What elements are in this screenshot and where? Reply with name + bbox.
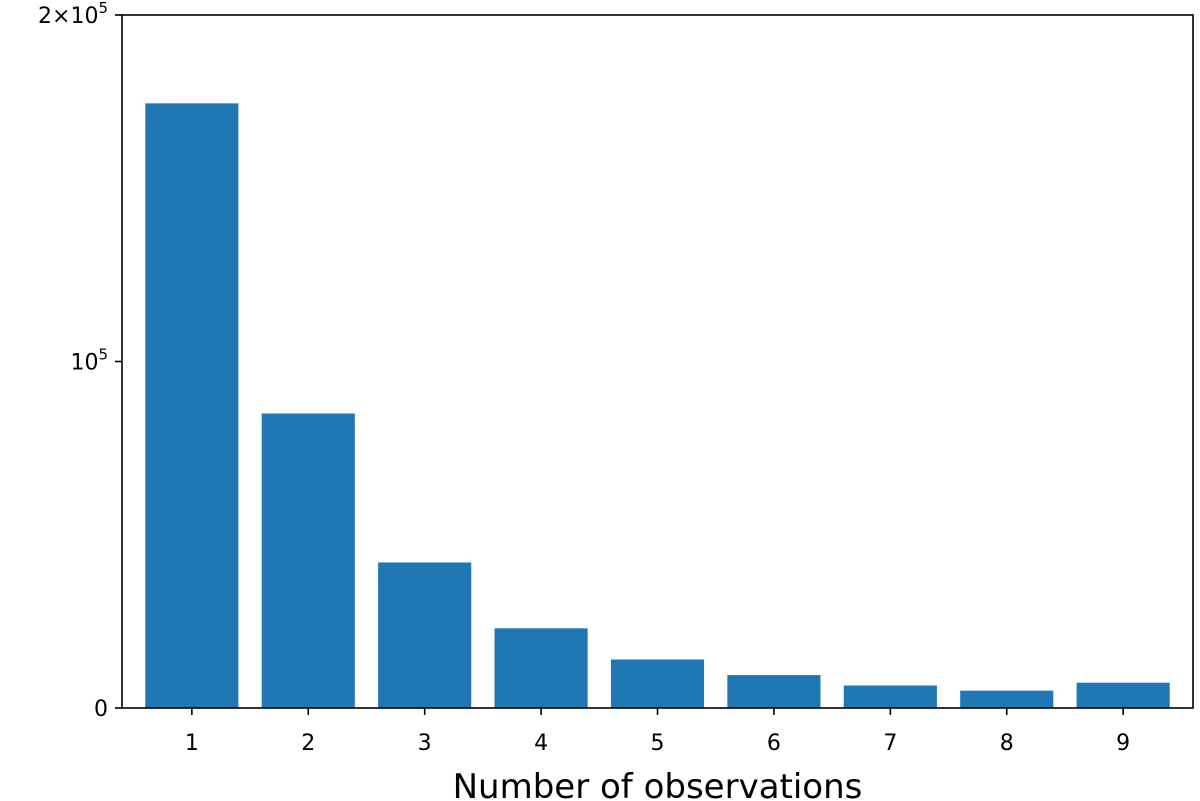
bar-3: [378, 562, 472, 708]
bar-6: [727, 675, 821, 708]
bar-1: [145, 103, 239, 709]
x-axis-label: Number of observations: [453, 767, 863, 801]
x-tick-label: 4: [534, 731, 548, 756]
bar-7: [843, 685, 937, 708]
bar-4: [494, 628, 588, 708]
x-tick-label: 6: [767, 731, 781, 756]
y-ticks-group: 0 105 2×105: [38, 0, 122, 722]
y-tick-label: 0: [94, 697, 108, 722]
bar-8: [960, 690, 1054, 708]
x-tick-label: 1: [185, 731, 199, 756]
x-tick-label: 2: [301, 731, 315, 756]
bar-9: [1076, 682, 1170, 708]
x-tick-label: 8: [1000, 731, 1014, 756]
x-ticks-group: 1 2 3 4 5 6 7 8 9: [185, 708, 1130, 756]
x-tick-label: 3: [418, 731, 432, 756]
x-tick-label: 5: [651, 731, 665, 756]
bar-5: [610, 659, 705, 708]
bar-2: [261, 413, 355, 708]
bars-group: [145, 103, 1170, 709]
x-tick-label: 9: [1116, 731, 1130, 756]
y-tick-label: 2×105: [38, 0, 108, 29]
x-tick-label: 7: [883, 731, 897, 756]
plot-frame: [121, 14, 1194, 709]
y-tick-label: 105: [70, 346, 108, 376]
